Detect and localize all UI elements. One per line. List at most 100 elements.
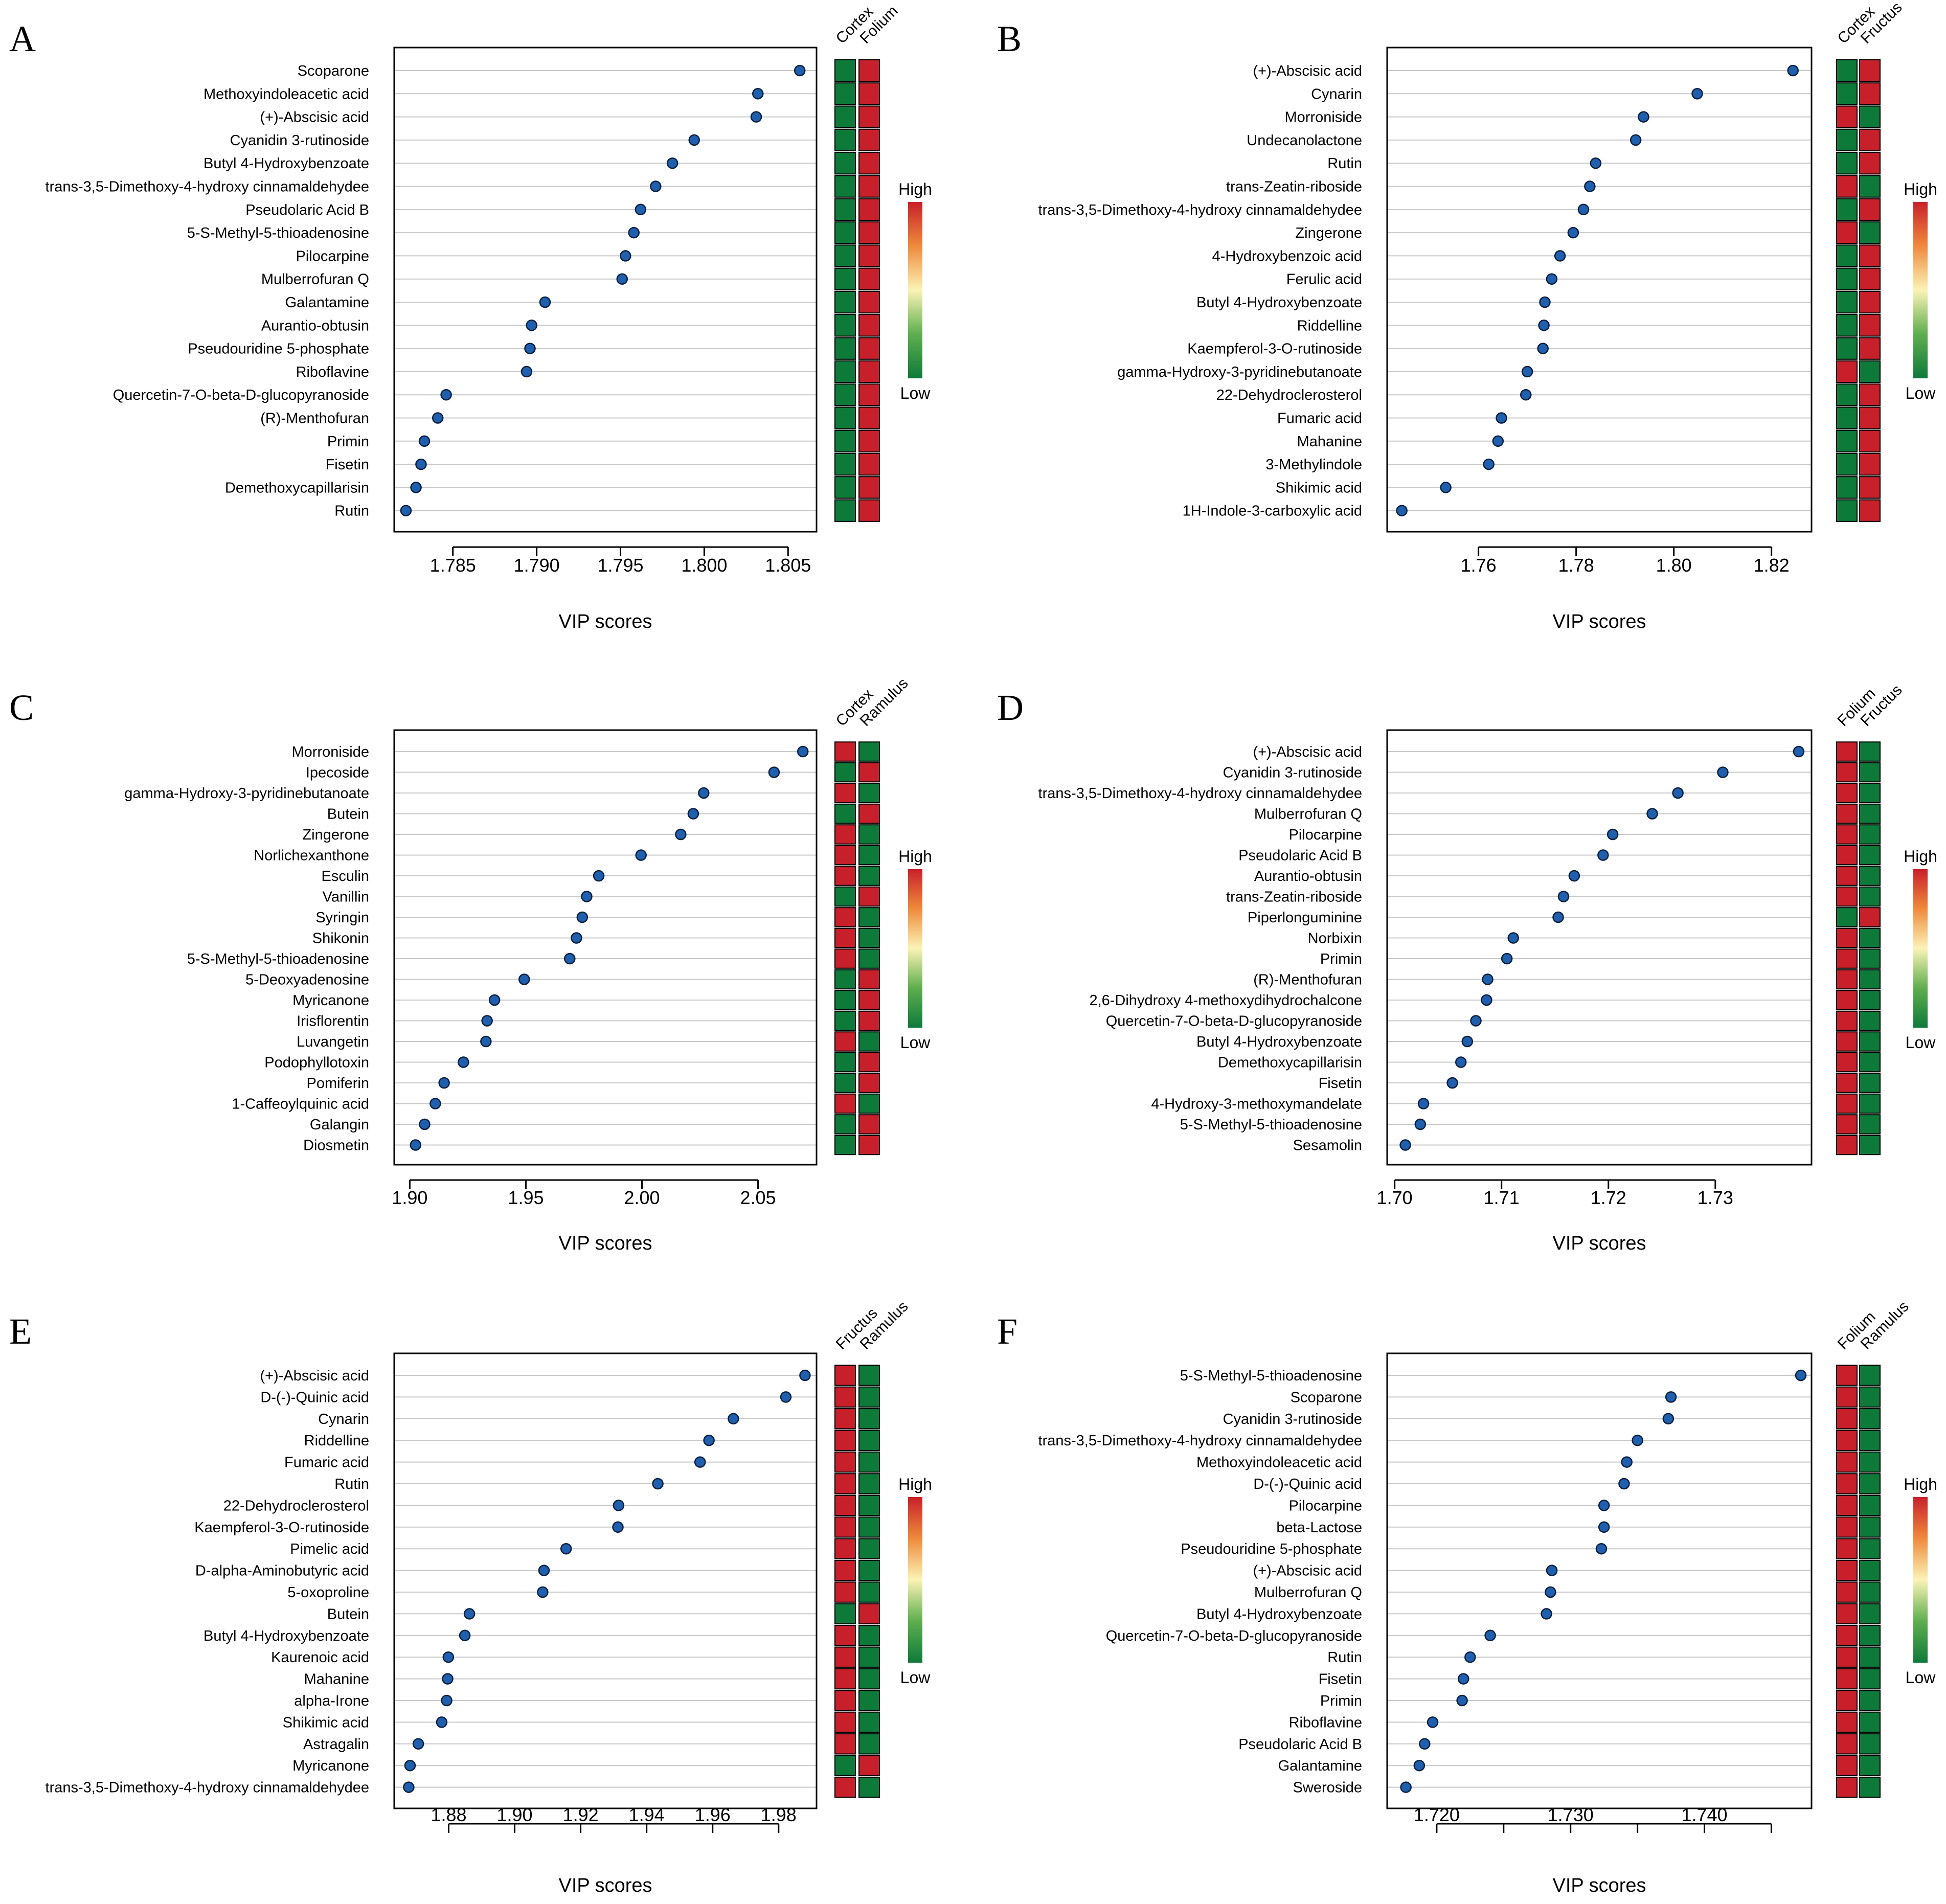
heat-cell (834, 499, 856, 522)
compound-label: (R)-Menthofuran (1253, 972, 1362, 988)
compound-label: 5-Deoxyadenosine (245, 972, 369, 988)
heat-cell (1836, 1114, 1858, 1135)
data-point (419, 1118, 431, 1130)
compound-label: Quercetin-7-O-beta-D-glucopyranoside (1106, 1628, 1362, 1644)
heat-cell (834, 128, 856, 152)
compound-label: Riboflavine (296, 364, 369, 380)
heat-cell (858, 1755, 880, 1776)
compound-label: Pseudolaric Acid B (1238, 848, 1362, 864)
heat-cell (1859, 290, 1881, 314)
heat-cell (1859, 1114, 1881, 1135)
heat-cell (1836, 1073, 1858, 1093)
compound-label: Butyl 4-Hydroxybenzoate (203, 155, 369, 172)
compound-label: Pomiferin (307, 1075, 370, 1092)
x-tick-label: 1.740 (1681, 1804, 1727, 1825)
panel-letter: D (997, 687, 1024, 728)
data-point (1521, 366, 1533, 378)
data-point (1568, 870, 1580, 882)
compound-label: Riddelline (304, 1433, 369, 1449)
data-point (1483, 458, 1495, 470)
compound-label: Cynarin (1311, 86, 1362, 102)
heat-cell (1836, 845, 1858, 866)
heat-cell (1859, 267, 1881, 290)
compound-label: trans-3,5-Dimethoxy-4-hydroxy cinnamalde… (46, 179, 369, 195)
compound-label: trans-Zeatin-riboside (1226, 179, 1362, 195)
heat-cell (1836, 907, 1858, 927)
heat-cell (834, 1052, 856, 1073)
heat-cell (1859, 337, 1881, 360)
heat-cell (1859, 1451, 1881, 1473)
heat-cell (858, 499, 880, 522)
data-point (1492, 435, 1504, 447)
data-point (1520, 389, 1532, 401)
data-point (1507, 932, 1519, 944)
heat-cell (1836, 1625, 1858, 1646)
heat-cell (834, 1408, 856, 1430)
heat-cell (1859, 1668, 1881, 1690)
data-point (1400, 1781, 1412, 1793)
heat-cell (834, 314, 856, 337)
data-point (1546, 1565, 1558, 1576)
compound-label: Mahanine (1297, 434, 1362, 450)
compound-label: Kaurenoic acid (271, 1649, 369, 1666)
heat-cell (858, 1711, 880, 1733)
compound-label: 4-Hydroxy-3-methoxymandelate (1151, 1096, 1362, 1113)
legend-colorbar (908, 869, 922, 1028)
heat-cell (834, 1690, 856, 1711)
compound-label: 22-Dehydroclerosterol (223, 1498, 369, 1514)
legend-high-label: High (1904, 180, 1937, 198)
heat-cell (1836, 1010, 1858, 1031)
heat-cell (1836, 1603, 1858, 1625)
data-point (442, 1651, 455, 1663)
data-point (1541, 1608, 1552, 1620)
data-point (418, 435, 431, 447)
heat-cell (1836, 1451, 1858, 1473)
data-point (518, 973, 530, 985)
data-point (1464, 1651, 1476, 1663)
plot-frame (1386, 47, 1813, 533)
heat-cell (858, 762, 880, 783)
data-point (1567, 226, 1579, 239)
compound-label: Cyanidin 3-rutinoside (1223, 1411, 1362, 1427)
compound-label: D-alpha-Aminobutyric acid (195, 1563, 369, 1579)
legend-low-label: Low (900, 1668, 931, 1687)
heat-cell (858, 1031, 880, 1052)
heat-cell (1859, 1581, 1881, 1603)
heat-cell (858, 1093, 880, 1114)
heat-cell (1859, 1093, 1881, 1114)
x-tick-label: 2.05 (740, 1187, 776, 1208)
legend-colorbar (1913, 1497, 1928, 1663)
heat-cell (1836, 476, 1858, 499)
compound-label: Myricanone (292, 992, 369, 1009)
data-point (458, 1056, 469, 1068)
heat-cell (858, 907, 880, 927)
compound-label: Cyanidin 3-rutinoside (230, 132, 369, 149)
compound-label: Pseudouridine 5-phosphate (1181, 1541, 1362, 1557)
heat-cell (834, 990, 856, 1010)
heat-cell (1836, 1430, 1858, 1451)
data-point (635, 849, 647, 861)
heat-cell (1836, 1776, 1858, 1798)
heat-cell (834, 1646, 856, 1668)
compound-label: trans-3,5-Dimethoxy-4-hydroxy cinnamalde… (46, 1780, 369, 1796)
x-tick-label: 1.98 (761, 1804, 797, 1825)
x-tick-label: 1.71 (1484, 1187, 1520, 1208)
x-tick-label: 2.00 (624, 1187, 660, 1208)
data-point (1470, 1015, 1482, 1027)
heat-cell (1859, 907, 1881, 927)
heat-cell (1836, 59, 1858, 82)
heat-cell (1859, 1603, 1881, 1625)
x-tick-label: 1.96 (695, 1804, 731, 1825)
heat-cell (858, 741, 880, 762)
heat-cell (834, 476, 856, 499)
compound-label: Fumaric acid (1277, 411, 1362, 427)
data-point (1795, 1369, 1807, 1381)
heat-cell (858, 948, 880, 969)
heat-cell (858, 927, 880, 948)
heat-cell (858, 845, 880, 866)
compound-label: 1H-Indole-3-carboxylic acid (1183, 503, 1362, 519)
data-point (1546, 273, 1558, 285)
compound-label: Myricanone (292, 1758, 369, 1774)
heat-cell (1859, 1559, 1881, 1581)
compound-label: Shikimic acid (283, 1714, 369, 1731)
